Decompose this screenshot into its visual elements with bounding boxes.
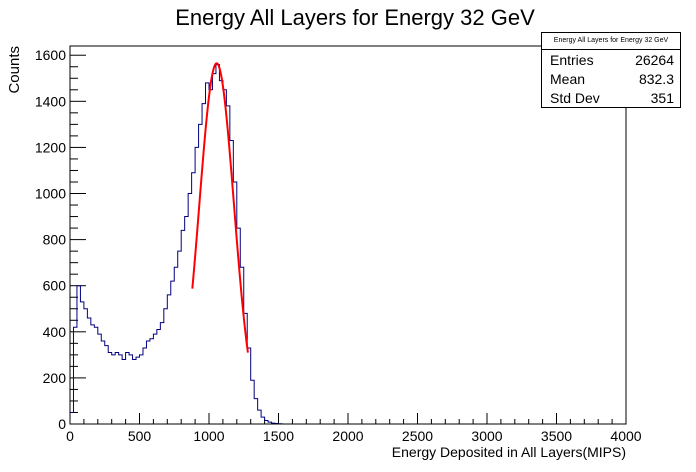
x-tick-label: 3000 (471, 428, 502, 444)
histogram-bin (146, 341, 149, 424)
histogram-bin (247, 348, 250, 424)
x-tick-label: 500 (128, 428, 152, 444)
y-tick-label: 600 (43, 278, 67, 294)
histogram-bin (129, 355, 132, 424)
stats-label: Entries (550, 52, 594, 68)
histogram-bin (261, 417, 264, 424)
y-tick-label: 400 (43, 324, 67, 340)
y-tick-label: 1000 (35, 186, 66, 202)
histogram-bin (80, 302, 83, 424)
histogram-bin (178, 251, 181, 424)
histogram-bin (195, 147, 198, 424)
fit-curve (191, 62, 249, 353)
histogram-bin (265, 421, 268, 424)
stats-row-stddev: Std Dev 351 (542, 88, 680, 107)
histogram-bin (136, 357, 139, 424)
histogram-bin (143, 348, 146, 424)
stats-label: Mean (550, 71, 586, 87)
histogram-bin (133, 359, 136, 424)
gaussian-fit (191, 62, 249, 353)
histogram-bin (251, 380, 254, 424)
stats-value: 351 (650, 90, 674, 106)
y-tick-label: 1400 (35, 93, 66, 109)
histogram-bin (105, 346, 108, 424)
histogram-bin (70, 412, 73, 424)
histogram-bin (160, 323, 163, 424)
stats-label: Std Dev (550, 90, 600, 106)
stats-row-entries: Entries 26264 (542, 50, 680, 69)
histogram-bin (254, 399, 257, 424)
stats-box: Energy All Layers for Energy 32 GeV Entr… (541, 32, 681, 108)
histogram-bin (101, 341, 104, 424)
histogram-bin (258, 410, 261, 424)
histogram-bin (73, 327, 76, 424)
chart-title: Energy All Layers for Energy 32 GeV (175, 5, 535, 30)
histogram-bin (192, 173, 195, 424)
histogram-bin (87, 318, 90, 424)
histogram-line (69, 63, 286, 425)
histogram-bin (119, 355, 122, 424)
histogram-bin (219, 81, 222, 424)
y-axis-label: Counts (6, 46, 23, 94)
histogram-bin (167, 295, 170, 424)
histogram-bin (216, 64, 219, 424)
histogram-bin (153, 334, 156, 424)
x-tick-label: 2000 (332, 428, 363, 444)
x-tick-label: 2500 (402, 428, 433, 444)
histogram-bin (212, 74, 215, 424)
histogram-bin (140, 355, 143, 424)
stats-title: Energy All Layers for Energy 32 GeV (542, 33, 680, 50)
histogram-bin (108, 353, 111, 424)
x-axis-label: Energy Deposited in All Layers(MIPS) (392, 444, 626, 460)
histogram-bin (181, 230, 184, 424)
histogram-bin (84, 309, 87, 424)
x-tick-label: 1000 (193, 428, 224, 444)
histogram-bin (91, 325, 94, 424)
y-tick-label: 200 (43, 370, 67, 386)
stats-row-mean: Mean 832.3 (542, 69, 680, 88)
histogram-bin (122, 359, 125, 424)
x-tick-label: 3500 (541, 428, 572, 444)
histogram-bin (174, 267, 177, 424)
histogram-bars (69, 63, 286, 425)
y-tick-label: 0 (58, 416, 66, 432)
histogram-bin (150, 339, 153, 424)
x-tick-label: 1500 (263, 428, 294, 444)
x-tick-label: 0 (66, 428, 74, 444)
y-tick-label: 1600 (35, 47, 66, 63)
y-tick-label: 1200 (35, 139, 66, 155)
histogram-bin (185, 217, 188, 424)
histogram-bin (223, 90, 226, 424)
histogram-bin (209, 90, 212, 424)
histogram-bin (94, 327, 97, 424)
histogram-bin (171, 281, 174, 424)
y-tick-label: 800 (43, 232, 67, 248)
histogram-bin (188, 194, 191, 424)
histogram-bin (126, 353, 129, 424)
histogram-bin (98, 334, 101, 424)
histogram-bin (112, 355, 115, 424)
histogram-bin (115, 353, 118, 424)
plot-frame (69, 45, 627, 425)
stats-value: 832.3 (638, 71, 674, 87)
histogram-bin (164, 309, 167, 424)
stats-value: 26264 (635, 52, 674, 68)
histogram-bin (157, 330, 160, 425)
x-tick-label: 4000 (610, 428, 641, 444)
axis-ticks: 0 500 1000 1500 2000 2500 3000 3500 4000 0 200 400 6… (35, 47, 642, 444)
